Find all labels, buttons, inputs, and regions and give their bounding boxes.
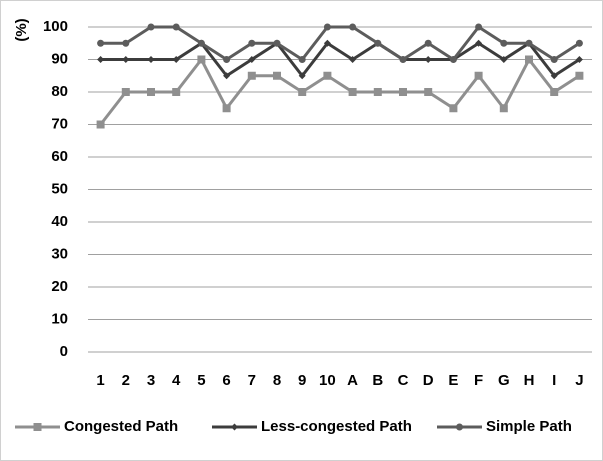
data-point bbox=[373, 88, 382, 96]
x-tick-label: 6 bbox=[222, 372, 230, 389]
data-point bbox=[374, 39, 382, 47]
y-axis-label: (%) bbox=[13, 18, 30, 41]
legend-marker bbox=[33, 423, 42, 431]
data-point bbox=[298, 56, 306, 63]
data-point bbox=[525, 39, 533, 47]
x-tick-label: 10 bbox=[319, 372, 336, 389]
data-point bbox=[172, 88, 181, 96]
data-point bbox=[349, 23, 357, 31]
y-tick-label: 40 bbox=[51, 213, 68, 230]
y-tick-label: 50 bbox=[51, 180, 68, 197]
x-tick-label: 1 bbox=[96, 372, 104, 389]
data-point bbox=[525, 55, 533, 64]
x-tick-label: 5 bbox=[197, 372, 205, 389]
x-tick-label: 9 bbox=[298, 372, 306, 389]
data-point bbox=[97, 39, 105, 47]
x-tick-label: 3 bbox=[147, 372, 155, 389]
legend-label: Congested Path bbox=[64, 418, 178, 435]
data-point bbox=[323, 71, 332, 80]
x-tick-label: E bbox=[448, 372, 458, 389]
x-tick-label: J bbox=[575, 372, 583, 389]
data-point bbox=[474, 71, 483, 80]
y-tick-label: 100 bbox=[43, 18, 68, 35]
data-point bbox=[172, 23, 180, 31]
data-point bbox=[399, 88, 407, 96]
data-point bbox=[223, 72, 231, 80]
data-point bbox=[424, 88, 433, 96]
data-point bbox=[424, 39, 432, 47]
data-point bbox=[475, 39, 483, 47]
x-tick-label: G bbox=[498, 372, 510, 389]
x-tick-label: F bbox=[474, 372, 483, 389]
data-point bbox=[273, 39, 281, 47]
data-point bbox=[500, 39, 508, 47]
data-point bbox=[223, 56, 231, 63]
x-tick-label: C bbox=[398, 372, 409, 389]
y-tick-label: 0 bbox=[60, 343, 68, 360]
data-point bbox=[96, 120, 105, 129]
x-tick-label: B bbox=[372, 372, 383, 389]
data-point bbox=[575, 56, 583, 63]
data-point bbox=[298, 88, 307, 96]
x-tick-label: 4 bbox=[172, 372, 181, 389]
data-point bbox=[122, 39, 130, 47]
y-tick-label: 70 bbox=[51, 115, 68, 132]
y-tick-label: 90 bbox=[51, 50, 68, 67]
y-tick-label: 60 bbox=[51, 148, 68, 165]
data-point bbox=[550, 88, 559, 96]
x-tick-label: 2 bbox=[122, 372, 130, 389]
data-point bbox=[172, 56, 180, 63]
data-point bbox=[575, 71, 584, 80]
data-point bbox=[147, 56, 155, 63]
data-point bbox=[348, 88, 357, 96]
legend-marker bbox=[231, 423, 238, 431]
data-point bbox=[222, 104, 231, 113]
data-point bbox=[399, 56, 407, 63]
data-point bbox=[121, 88, 130, 96]
data-point bbox=[248, 56, 256, 63]
data-point bbox=[349, 56, 357, 63]
data-point bbox=[500, 56, 508, 63]
y-tick-label: 20 bbox=[51, 278, 68, 295]
data-point bbox=[575, 39, 583, 47]
series-line bbox=[100, 24, 581, 62]
series-line bbox=[100, 41, 581, 79]
data-point bbox=[248, 39, 256, 47]
x-tick-label: A bbox=[347, 372, 358, 389]
data-point bbox=[197, 55, 206, 64]
data-point bbox=[147, 88, 155, 96]
data-point bbox=[147, 23, 155, 31]
data-point bbox=[97, 56, 105, 63]
data-point bbox=[323, 39, 331, 47]
x-tick-label: 7 bbox=[248, 372, 256, 389]
data-point bbox=[273, 71, 281, 80]
series-line bbox=[99, 56, 581, 126]
data-point bbox=[475, 23, 483, 31]
data-point bbox=[550, 72, 558, 80]
y-tick-label: 30 bbox=[51, 245, 68, 262]
legend-label: Simple Path bbox=[486, 418, 572, 435]
x-tick-label: I bbox=[552, 372, 556, 389]
data-point bbox=[323, 23, 331, 31]
data-point bbox=[122, 56, 130, 63]
legend-marker bbox=[456, 423, 463, 431]
y-tick-label: 10 bbox=[51, 310, 68, 327]
data-point bbox=[449, 56, 457, 63]
y-tick-label: 80 bbox=[51, 83, 68, 100]
data-point bbox=[247, 71, 256, 80]
x-tick-label: 8 bbox=[273, 372, 281, 389]
data-point bbox=[499, 104, 508, 113]
data-point bbox=[298, 72, 306, 80]
data-point bbox=[197, 39, 205, 47]
x-tick-label: D bbox=[423, 372, 434, 389]
data-point bbox=[449, 104, 458, 113]
legend-label: Less-congested Path bbox=[261, 418, 412, 435]
data-point bbox=[424, 56, 432, 63]
data-point bbox=[550, 56, 558, 63]
x-tick-label: H bbox=[524, 372, 535, 389]
